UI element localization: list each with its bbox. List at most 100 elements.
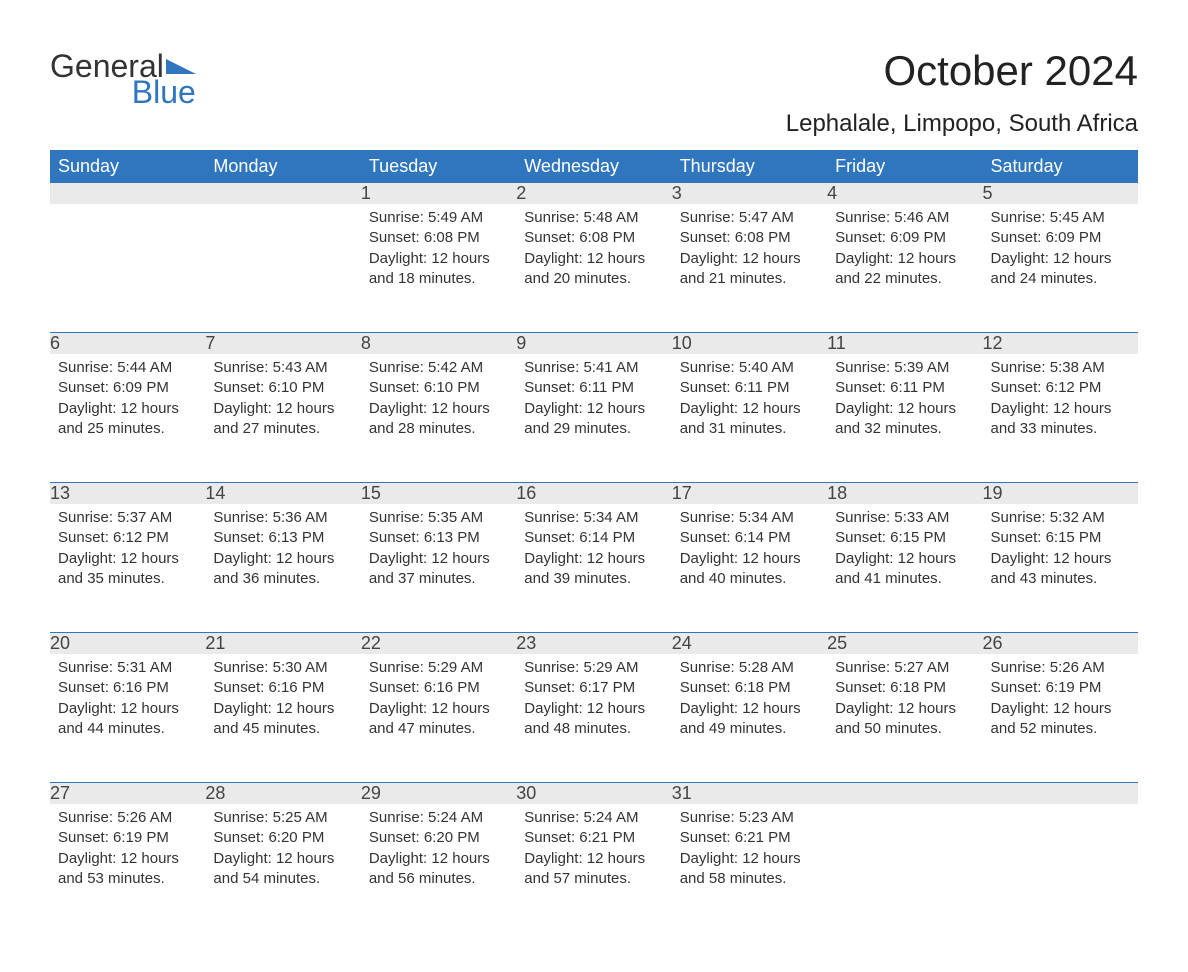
day-number: 25 bbox=[827, 633, 982, 654]
day-details: Sunrise: 5:23 AMSunset: 6:21 PMDaylight:… bbox=[672, 804, 827, 899]
daynum-row: 13141516171819 bbox=[50, 483, 1138, 504]
day-details: Sunrise: 5:24 AMSunset: 6:20 PMDaylight:… bbox=[361, 804, 516, 899]
day-cell: Sunrise: 5:48 AMSunset: 6:08 PMDaylight:… bbox=[516, 204, 671, 333]
day-number: 3 bbox=[672, 183, 827, 204]
day-number: 30 bbox=[516, 783, 671, 804]
day-details: Sunrise: 5:45 AMSunset: 6:09 PMDaylight:… bbox=[983, 204, 1138, 299]
day-cell: Sunrise: 5:44 AMSunset: 6:09 PMDaylight:… bbox=[50, 354, 205, 483]
day-number bbox=[205, 183, 360, 204]
day-header-row: SundayMondayTuesdayWednesdayThursdayFrid… bbox=[50, 150, 1138, 183]
day-number bbox=[50, 183, 205, 204]
day-details: Sunrise: 5:37 AMSunset: 6:12 PMDaylight:… bbox=[50, 504, 205, 599]
day-number: 29 bbox=[361, 783, 516, 804]
day-details: Sunrise: 5:46 AMSunset: 6:09 PMDaylight:… bbox=[827, 204, 982, 299]
day-details: Sunrise: 5:33 AMSunset: 6:15 PMDaylight:… bbox=[827, 504, 982, 599]
day-number: 14 bbox=[205, 483, 360, 504]
day-number: 6 bbox=[50, 333, 205, 354]
day-cell: Sunrise: 5:49 AMSunset: 6:08 PMDaylight:… bbox=[361, 204, 516, 333]
day-cell: Sunrise: 5:33 AMSunset: 6:15 PMDaylight:… bbox=[827, 504, 982, 633]
day-cell bbox=[983, 804, 1138, 932]
day-cell: Sunrise: 5:28 AMSunset: 6:18 PMDaylight:… bbox=[672, 654, 827, 783]
location: Lephalale, Limpopo, South Africa bbox=[786, 110, 1138, 138]
day-details: Sunrise: 5:49 AMSunset: 6:08 PMDaylight:… bbox=[361, 204, 516, 299]
day-number: 26 bbox=[983, 633, 1138, 654]
day-details: Sunrise: 5:29 AMSunset: 6:17 PMDaylight:… bbox=[516, 654, 671, 749]
day-header: Wednesday bbox=[516, 150, 671, 183]
brand-logo: General Blue bbox=[50, 50, 196, 108]
day-cell: Sunrise: 5:26 AMSunset: 6:19 PMDaylight:… bbox=[50, 804, 205, 932]
daynum-row: 6789101112 bbox=[50, 333, 1138, 354]
day-number: 13 bbox=[50, 483, 205, 504]
brand-blue: Blue bbox=[50, 76, 196, 108]
day-number: 18 bbox=[827, 483, 982, 504]
day-number: 15 bbox=[361, 483, 516, 504]
day-cell: Sunrise: 5:29 AMSunset: 6:16 PMDaylight:… bbox=[361, 654, 516, 783]
day-details: Sunrise: 5:24 AMSunset: 6:21 PMDaylight:… bbox=[516, 804, 671, 899]
day-cell: Sunrise: 5:43 AMSunset: 6:10 PMDaylight:… bbox=[205, 354, 360, 483]
day-cell: Sunrise: 5:42 AMSunset: 6:10 PMDaylight:… bbox=[361, 354, 516, 483]
day-details: Sunrise: 5:27 AMSunset: 6:18 PMDaylight:… bbox=[827, 654, 982, 749]
day-details: Sunrise: 5:47 AMSunset: 6:08 PMDaylight:… bbox=[672, 204, 827, 299]
day-body-row: Sunrise: 5:49 AMSunset: 6:08 PMDaylight:… bbox=[50, 204, 1138, 333]
day-cell: Sunrise: 5:38 AMSunset: 6:12 PMDaylight:… bbox=[983, 354, 1138, 483]
day-number: 21 bbox=[205, 633, 360, 654]
day-cell: Sunrise: 5:24 AMSunset: 6:20 PMDaylight:… bbox=[361, 804, 516, 932]
day-header: Monday bbox=[205, 150, 360, 183]
daynum-row: 12345 bbox=[50, 183, 1138, 204]
day-number: 31 bbox=[672, 783, 827, 804]
day-number: 28 bbox=[205, 783, 360, 804]
day-cell bbox=[205, 204, 360, 333]
day-number: 10 bbox=[672, 333, 827, 354]
day-cell: Sunrise: 5:31 AMSunset: 6:16 PMDaylight:… bbox=[50, 654, 205, 783]
day-details: Sunrise: 5:42 AMSunset: 6:10 PMDaylight:… bbox=[361, 354, 516, 449]
day-cell: Sunrise: 5:25 AMSunset: 6:20 PMDaylight:… bbox=[205, 804, 360, 932]
day-body-row: Sunrise: 5:26 AMSunset: 6:19 PMDaylight:… bbox=[50, 804, 1138, 932]
day-number bbox=[983, 783, 1138, 804]
day-number: 8 bbox=[361, 333, 516, 354]
day-number: 5 bbox=[983, 183, 1138, 204]
title-block: October 2024 Lephalale, Limpopo, South A… bbox=[786, 50, 1138, 138]
day-number: 23 bbox=[516, 633, 671, 654]
day-cell: Sunrise: 5:24 AMSunset: 6:21 PMDaylight:… bbox=[516, 804, 671, 932]
day-cell: Sunrise: 5:29 AMSunset: 6:17 PMDaylight:… bbox=[516, 654, 671, 783]
day-cell: Sunrise: 5:46 AMSunset: 6:09 PMDaylight:… bbox=[827, 204, 982, 333]
day-cell: Sunrise: 5:34 AMSunset: 6:14 PMDaylight:… bbox=[672, 504, 827, 633]
day-header: Friday bbox=[827, 150, 982, 183]
day-header: Tuesday bbox=[361, 150, 516, 183]
day-details: Sunrise: 5:34 AMSunset: 6:14 PMDaylight:… bbox=[516, 504, 671, 599]
day-details: Sunrise: 5:43 AMSunset: 6:10 PMDaylight:… bbox=[205, 354, 360, 449]
day-details: Sunrise: 5:38 AMSunset: 6:12 PMDaylight:… bbox=[983, 354, 1138, 449]
day-cell: Sunrise: 5:37 AMSunset: 6:12 PMDaylight:… bbox=[50, 504, 205, 633]
day-header: Sunday bbox=[50, 150, 205, 183]
day-number: 2 bbox=[516, 183, 671, 204]
day-details: Sunrise: 5:48 AMSunset: 6:08 PMDaylight:… bbox=[516, 204, 671, 299]
day-body-row: Sunrise: 5:44 AMSunset: 6:09 PMDaylight:… bbox=[50, 354, 1138, 483]
day-cell: Sunrise: 5:45 AMSunset: 6:09 PMDaylight:… bbox=[983, 204, 1138, 333]
day-header: Thursday bbox=[672, 150, 827, 183]
day-details: Sunrise: 5:44 AMSunset: 6:09 PMDaylight:… bbox=[50, 354, 205, 449]
day-details: Sunrise: 5:26 AMSunset: 6:19 PMDaylight:… bbox=[50, 804, 205, 899]
day-number: 17 bbox=[672, 483, 827, 504]
day-cell: Sunrise: 5:34 AMSunset: 6:14 PMDaylight:… bbox=[516, 504, 671, 633]
day-details: Sunrise: 5:41 AMSunset: 6:11 PMDaylight:… bbox=[516, 354, 671, 449]
page-title: October 2024 bbox=[786, 50, 1138, 92]
day-cell: Sunrise: 5:30 AMSunset: 6:16 PMDaylight:… bbox=[205, 654, 360, 783]
day-cell: Sunrise: 5:41 AMSunset: 6:11 PMDaylight:… bbox=[516, 354, 671, 483]
day-header: Saturday bbox=[983, 150, 1138, 183]
day-details: Sunrise: 5:40 AMSunset: 6:11 PMDaylight:… bbox=[672, 354, 827, 449]
day-number: 24 bbox=[672, 633, 827, 654]
day-details: Sunrise: 5:39 AMSunset: 6:11 PMDaylight:… bbox=[827, 354, 982, 449]
day-details: Sunrise: 5:25 AMSunset: 6:20 PMDaylight:… bbox=[205, 804, 360, 899]
day-body-row: Sunrise: 5:31 AMSunset: 6:16 PMDaylight:… bbox=[50, 654, 1138, 783]
day-number: 20 bbox=[50, 633, 205, 654]
page: General Blue October 2024 Lephalale, Lim… bbox=[0, 0, 1188, 972]
day-number: 1 bbox=[361, 183, 516, 204]
daynum-row: 2728293031 bbox=[50, 783, 1138, 804]
day-cell: Sunrise: 5:40 AMSunset: 6:11 PMDaylight:… bbox=[672, 354, 827, 483]
day-cell: Sunrise: 5:47 AMSunset: 6:08 PMDaylight:… bbox=[672, 204, 827, 333]
day-number bbox=[827, 783, 982, 804]
day-body-row: Sunrise: 5:37 AMSunset: 6:12 PMDaylight:… bbox=[50, 504, 1138, 633]
day-details: Sunrise: 5:31 AMSunset: 6:16 PMDaylight:… bbox=[50, 654, 205, 749]
day-cell: Sunrise: 5:36 AMSunset: 6:13 PMDaylight:… bbox=[205, 504, 360, 633]
day-number: 22 bbox=[361, 633, 516, 654]
